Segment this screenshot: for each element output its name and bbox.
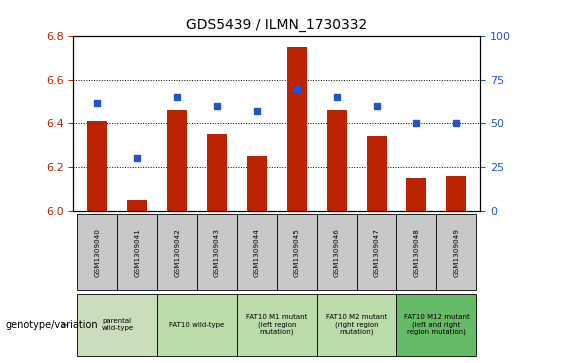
Text: GSM1309045: GSM1309045 bbox=[294, 228, 300, 277]
Bar bbox=[327, 110, 347, 211]
FancyBboxPatch shape bbox=[197, 214, 237, 290]
Text: GSM1309048: GSM1309048 bbox=[414, 228, 419, 277]
Bar bbox=[406, 178, 427, 211]
Text: parental
wild-type: parental wild-type bbox=[101, 318, 133, 331]
FancyBboxPatch shape bbox=[397, 294, 476, 356]
Bar bbox=[207, 134, 227, 211]
Text: FAT10 M12 mutant
(left and right
region mutation): FAT10 M12 mutant (left and right region … bbox=[403, 314, 470, 335]
FancyBboxPatch shape bbox=[237, 294, 317, 356]
FancyBboxPatch shape bbox=[157, 294, 237, 356]
FancyBboxPatch shape bbox=[77, 214, 118, 290]
Text: GSM1309046: GSM1309046 bbox=[334, 228, 340, 277]
Bar bbox=[127, 200, 147, 211]
Text: FAT10 M1 mutant
(left region
mutation): FAT10 M1 mutant (left region mutation) bbox=[246, 314, 307, 335]
FancyBboxPatch shape bbox=[436, 214, 476, 290]
Bar bbox=[446, 176, 466, 211]
FancyBboxPatch shape bbox=[317, 214, 357, 290]
Text: FAT10 wild-type: FAT10 wild-type bbox=[170, 322, 225, 328]
Text: GSM1309043: GSM1309043 bbox=[214, 228, 220, 277]
FancyBboxPatch shape bbox=[77, 294, 157, 356]
Bar bbox=[287, 47, 307, 211]
FancyBboxPatch shape bbox=[357, 214, 397, 290]
Text: GSM1309040: GSM1309040 bbox=[94, 228, 101, 277]
Text: genotype/variation: genotype/variation bbox=[6, 320, 98, 330]
Text: GSM1309044: GSM1309044 bbox=[254, 228, 260, 277]
FancyBboxPatch shape bbox=[317, 294, 397, 356]
Text: GSM1309042: GSM1309042 bbox=[174, 228, 180, 277]
Bar bbox=[88, 121, 107, 211]
Bar bbox=[247, 156, 267, 211]
FancyBboxPatch shape bbox=[118, 214, 157, 290]
Text: GSM1309041: GSM1309041 bbox=[134, 228, 140, 277]
Title: GDS5439 / ILMN_1730332: GDS5439 / ILMN_1730332 bbox=[186, 19, 367, 33]
Text: GSM1309047: GSM1309047 bbox=[373, 228, 380, 277]
FancyBboxPatch shape bbox=[237, 214, 277, 290]
Text: FAT10 M2 mutant
(right region
mutation): FAT10 M2 mutant (right region mutation) bbox=[326, 314, 387, 335]
Bar bbox=[167, 110, 187, 211]
FancyBboxPatch shape bbox=[277, 214, 317, 290]
FancyBboxPatch shape bbox=[397, 214, 436, 290]
FancyBboxPatch shape bbox=[157, 214, 197, 290]
Text: GSM1309049: GSM1309049 bbox=[453, 228, 459, 277]
Bar bbox=[367, 136, 386, 211]
